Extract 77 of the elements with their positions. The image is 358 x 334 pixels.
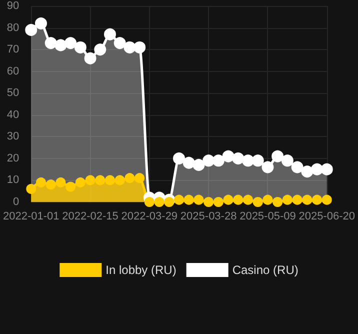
point bbox=[212, 154, 224, 167]
point bbox=[26, 184, 36, 194]
y-tick-label: 50 bbox=[6, 87, 20, 100]
point bbox=[134, 173, 145, 184]
point bbox=[95, 175, 106, 186]
x-tick-label: 2025-06-20 bbox=[298, 210, 356, 222]
point bbox=[301, 166, 314, 178]
y-tick-label: 20 bbox=[6, 152, 20, 164]
y-tick-label: 30 bbox=[6, 130, 20, 143]
point bbox=[74, 41, 86, 54]
point bbox=[311, 163, 324, 176]
point bbox=[291, 161, 304, 174]
point bbox=[202, 154, 215, 167]
y-tick-label: 0 bbox=[13, 196, 20, 208]
point bbox=[104, 28, 116, 40]
x-tick-label: 2022-01-01 bbox=[2, 210, 60, 222]
y-tick-label: 70 bbox=[6, 44, 20, 56]
point bbox=[322, 194, 332, 205]
point bbox=[262, 161, 274, 174]
y-tick-label: 40 bbox=[6, 108, 20, 121]
point bbox=[154, 197, 164, 207]
point bbox=[164, 197, 174, 207]
point bbox=[243, 194, 254, 205]
point bbox=[302, 194, 312, 205]
point bbox=[75, 177, 86, 188]
point bbox=[252, 154, 264, 167]
point bbox=[35, 17, 47, 30]
point bbox=[252, 197, 263, 207]
x-tick-label: 2025-03-28 bbox=[180, 210, 237, 222]
point bbox=[184, 194, 194, 205]
point bbox=[54, 39, 67, 52]
y-tick-label: 90 bbox=[6, 0, 20, 12]
legend-label: In lobby (RU) bbox=[106, 263, 176, 277]
point bbox=[281, 154, 294, 167]
point bbox=[232, 152, 244, 164]
point bbox=[222, 150, 234, 162]
y-tick-label: 10 bbox=[6, 174, 20, 186]
point bbox=[223, 194, 234, 205]
point bbox=[25, 24, 38, 36]
point bbox=[282, 194, 292, 205]
point bbox=[272, 150, 284, 162]
point bbox=[204, 197, 214, 207]
point bbox=[134, 41, 146, 54]
x-tick-label: 2022-03-29 bbox=[121, 210, 178, 222]
point bbox=[312, 194, 322, 205]
legend-label: Casino (RU) bbox=[232, 263, 298, 277]
y-tick-label: 80 bbox=[6, 22, 20, 34]
point bbox=[194, 194, 204, 205]
point bbox=[44, 37, 57, 50]
point bbox=[46, 180, 56, 190]
point bbox=[173, 152, 185, 164]
y-tick-label: 60 bbox=[6, 65, 20, 78]
point bbox=[64, 37, 77, 50]
point bbox=[292, 194, 302, 205]
point bbox=[124, 41, 136, 54]
point bbox=[66, 182, 76, 192]
x-tick-label: 2025-05-09 bbox=[240, 210, 296, 222]
point bbox=[94, 44, 106, 56]
point bbox=[192, 158, 205, 171]
point bbox=[114, 37, 126, 50]
point bbox=[213, 197, 224, 207]
point bbox=[56, 177, 66, 188]
point bbox=[124, 173, 135, 184]
point bbox=[262, 194, 273, 205]
point bbox=[272, 197, 283, 207]
point bbox=[233, 194, 244, 205]
point bbox=[144, 197, 154, 207]
point bbox=[36, 177, 46, 188]
point bbox=[320, 163, 333, 176]
point bbox=[174, 194, 184, 205]
point bbox=[85, 175, 96, 186]
point bbox=[105, 175, 115, 186]
x-tick-label: 2022-02-15 bbox=[62, 210, 118, 222]
point bbox=[84, 52, 96, 64]
point bbox=[242, 154, 254, 167]
point bbox=[114, 175, 125, 186]
point bbox=[182, 156, 195, 169]
